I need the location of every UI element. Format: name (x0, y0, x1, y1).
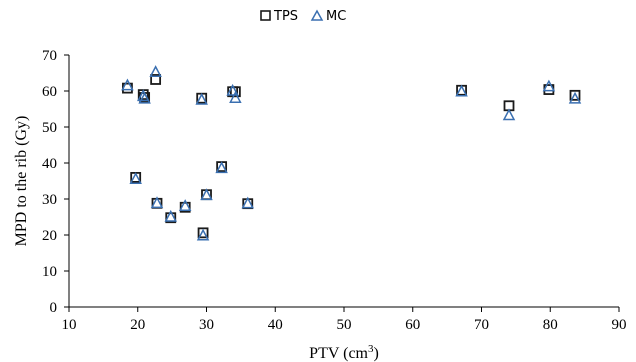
data-point-tps (569, 89, 581, 101)
x-axis-title-end: ) (373, 345, 378, 362)
data-point-mc (196, 228, 210, 241)
x-tick-label: 80 (543, 317, 558, 333)
x-tick-label: 20 (130, 317, 145, 333)
y-ticks: 0 10 20 30 40 50 60 70 (42, 48, 69, 316)
x-axis-title-superscript: 3 (368, 343, 374, 355)
y-axis-title: MPD to the rib (Gy) (13, 116, 30, 247)
x-tick-label: 50 (337, 317, 352, 333)
data-point-tps (165, 212, 177, 224)
series-layer (121, 65, 582, 241)
y-tick-label: 60 (42, 84, 57, 100)
data-point-tps (197, 227, 209, 239)
data-point-mc (138, 91, 151, 104)
legend-mc-label: MC (326, 9, 346, 24)
data-point-tps (179, 201, 191, 213)
data-point-mc (455, 84, 468, 97)
y-tick-label: 30 (42, 192, 57, 208)
y-tick-label: 10 (42, 264, 57, 280)
data-point-mc (121, 78, 134, 91)
data-point-mc (129, 172, 142, 184)
data-point-mc (542, 79, 556, 92)
x-axis-title: PTV (cm3) (309, 343, 379, 362)
data-point-mc (241, 196, 254, 209)
series-tps (122, 74, 581, 239)
data-point-mc (502, 108, 516, 121)
axes (68, 55, 619, 308)
y-tick-label: 20 (42, 228, 57, 244)
y-tick-label: 70 (42, 48, 57, 64)
data-point-tps (229, 86, 241, 98)
x-tick-label: 40 (268, 317, 283, 333)
legend-mc-marker (310, 9, 324, 21)
data-point-mc (229, 91, 242, 103)
x-tick-label: 60 (405, 317, 420, 333)
y-tick-label: 50 (42, 120, 57, 136)
data-point-mc (164, 209, 177, 222)
data-point-mc (200, 188, 213, 201)
data-point-mc (215, 161, 228, 174)
series-mc (121, 65, 582, 241)
x-tick-label: 30 (199, 317, 214, 333)
data-point-tps (150, 74, 162, 85)
legend-tps-label: TPS (273, 9, 298, 24)
x-axis-title-text: PTV (cm (309, 345, 368, 362)
y-tick-label: 0 (50, 300, 58, 316)
x-tick-label: 10 (62, 317, 77, 333)
data-point-mc (150, 196, 164, 209)
data-point-mc (568, 91, 582, 104)
data-point-mc (149, 65, 162, 78)
y-tick-label: 40 (42, 156, 57, 172)
legend-tps-marker (260, 10, 271, 21)
legend: TPS MC (260, 9, 346, 24)
x-tick-label: 90 (612, 317, 627, 333)
data-point-mc (178, 199, 192, 211)
data-point-mc (226, 83, 239, 96)
x-ticks: 10 20 30 40 50 60 70 80 90 (62, 307, 627, 333)
data-point-mc (195, 92, 208, 105)
x-tick-label: 70 (474, 317, 489, 333)
